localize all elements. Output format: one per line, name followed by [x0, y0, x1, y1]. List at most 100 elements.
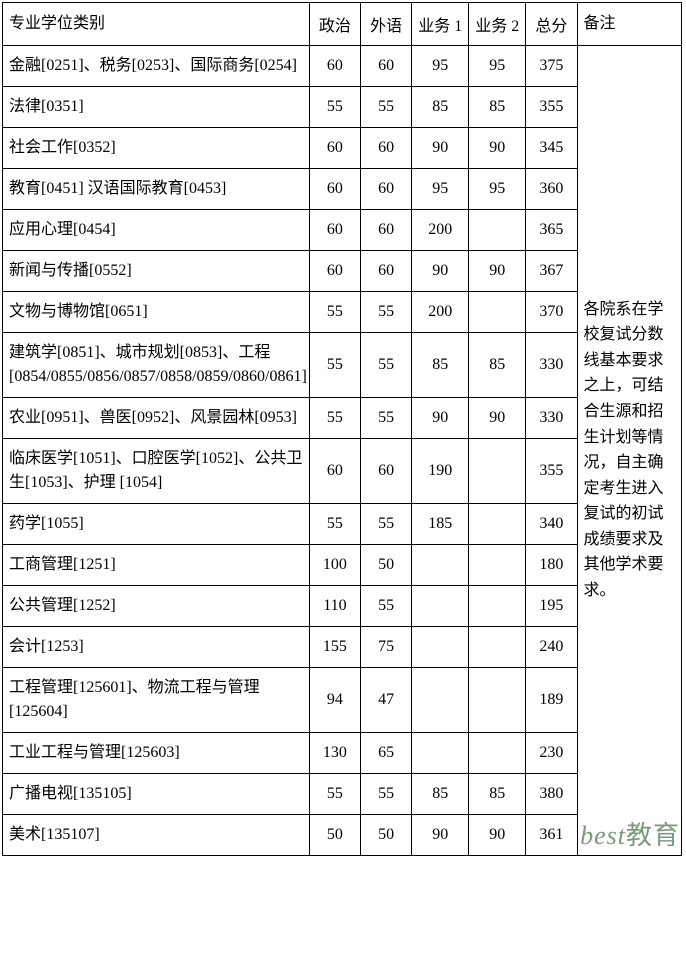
cell-biz1: 85: [412, 86, 469, 127]
cell-foreign: 50: [361, 814, 412, 855]
header-foreign: 外语: [361, 3, 412, 46]
cell-total: 355: [526, 438, 577, 503]
cell-biz2: [469, 626, 526, 667]
cell-biz2: [469, 667, 526, 732]
header-politics: 政治: [309, 3, 360, 46]
table-row: 金融[0251]、税务[0253]、国际商务[0254]60609595375各…: [3, 45, 682, 86]
cell-major: 广播电视[135105]: [3, 773, 310, 814]
cell-total: 189: [526, 667, 577, 732]
cell-politics: 155: [309, 626, 360, 667]
cell-major: 会计[1253]: [3, 626, 310, 667]
cell-biz2: 95: [469, 45, 526, 86]
cell-politics: 110: [309, 585, 360, 626]
cell-total: 180: [526, 544, 577, 585]
cell-biz1: [412, 585, 469, 626]
cell-biz1: 185: [412, 503, 469, 544]
cell-total: 230: [526, 732, 577, 773]
cell-politics: 60: [309, 45, 360, 86]
cell-foreign: 55: [361, 585, 412, 626]
header-biz2: 业务 2: [469, 3, 526, 46]
cell-biz2: 85: [469, 773, 526, 814]
table-body: 金融[0251]、税务[0253]、国际商务[0254]60609595375各…: [3, 45, 682, 855]
cell-politics: 55: [309, 773, 360, 814]
cell-foreign: 55: [361, 291, 412, 332]
cell-biz1: 90: [412, 397, 469, 438]
score-table: 专业学位类别 政治 外语 业务 1 业务 2 总分 备注 金融[0251]、税务…: [2, 2, 682, 856]
cell-biz1: 85: [412, 332, 469, 397]
cell-biz2: [469, 732, 526, 773]
cell-note: 各院系在学校复试分数线基本要求之上，可结合生源和招生计划等情况，自主确定考生进入…: [577, 45, 681, 855]
cell-foreign: 60: [361, 45, 412, 86]
cell-biz2: 90: [469, 397, 526, 438]
cell-major: 美术[135107]: [3, 814, 310, 855]
cell-biz1: 190: [412, 438, 469, 503]
cell-major: 工业工程与管理[125603]: [3, 732, 310, 773]
cell-biz1: [412, 667, 469, 732]
cell-total: 195: [526, 585, 577, 626]
cell-foreign: 60: [361, 127, 412, 168]
cell-biz2: [469, 503, 526, 544]
cell-major: 教育[0451] 汉语国际教育[0453]: [3, 168, 310, 209]
cell-politics: 55: [309, 86, 360, 127]
cell-total: 380: [526, 773, 577, 814]
cell-major: 农业[0951]、兽医[0952]、风景园林[0953]: [3, 397, 310, 438]
cell-biz1: 95: [412, 168, 469, 209]
cell-biz2: [469, 585, 526, 626]
cell-total: 367: [526, 250, 577, 291]
cell-biz1: [412, 544, 469, 585]
cell-politics: 60: [309, 438, 360, 503]
cell-biz1: 90: [412, 127, 469, 168]
cell-biz2: 90: [469, 127, 526, 168]
cell-biz1: [412, 626, 469, 667]
cell-biz1: 200: [412, 291, 469, 332]
cell-major: 金融[0251]、税务[0253]、国际商务[0254]: [3, 45, 310, 86]
cell-biz1: 90: [412, 814, 469, 855]
cell-politics: 60: [309, 168, 360, 209]
cell-politics: 55: [309, 397, 360, 438]
cell-biz2: 90: [469, 814, 526, 855]
cell-foreign: 60: [361, 250, 412, 291]
cell-biz2: [469, 209, 526, 250]
cell-major: 文物与博物馆[0651]: [3, 291, 310, 332]
cell-politics: 55: [309, 291, 360, 332]
cell-total: 361: [526, 814, 577, 855]
cell-biz1: [412, 732, 469, 773]
cell-biz1: 200: [412, 209, 469, 250]
cell-total: 360: [526, 168, 577, 209]
cell-foreign: 60: [361, 438, 412, 503]
cell-politics: 55: [309, 332, 360, 397]
cell-biz2: 85: [469, 86, 526, 127]
header-major: 专业学位类别: [3, 3, 310, 46]
cell-foreign: 55: [361, 332, 412, 397]
header-row: 专业学位类别 政治 外语 业务 1 业务 2 总分 备注: [3, 3, 682, 46]
cell-total: 375: [526, 45, 577, 86]
cell-foreign: 60: [361, 209, 412, 250]
cell-biz1: 90: [412, 250, 469, 291]
cell-total: 240: [526, 626, 577, 667]
header-note: 备注: [577, 3, 681, 46]
cell-politics: 55: [309, 503, 360, 544]
cell-major: 工商管理[1251]: [3, 544, 310, 585]
cell-major: 公共管理[1252]: [3, 585, 310, 626]
cell-foreign: 60: [361, 168, 412, 209]
cell-major: 建筑学[0851]、城市规划[0853]、工程[0854/0855/0856/0…: [3, 332, 310, 397]
cell-biz2: 90: [469, 250, 526, 291]
cell-major: 临床医学[1051]、口腔医学[1052]、公共卫生[1053]、护理 [105…: [3, 438, 310, 503]
cell-foreign: 55: [361, 86, 412, 127]
cell-foreign: 55: [361, 773, 412, 814]
cell-total: 355: [526, 86, 577, 127]
cell-major: 药学[1055]: [3, 503, 310, 544]
cell-politics: 94: [309, 667, 360, 732]
cell-total: 340: [526, 503, 577, 544]
cell-foreign: 50: [361, 544, 412, 585]
cell-foreign: 47: [361, 667, 412, 732]
cell-major: 法律[0351]: [3, 86, 310, 127]
cell-politics: 130: [309, 732, 360, 773]
cell-biz1: 95: [412, 45, 469, 86]
cell-foreign: 65: [361, 732, 412, 773]
cell-politics: 50: [309, 814, 360, 855]
cell-biz2: [469, 438, 526, 503]
cell-politics: 60: [309, 250, 360, 291]
cell-major: 社会工作[0352]: [3, 127, 310, 168]
cell-major: 应用心理[0454]: [3, 209, 310, 250]
